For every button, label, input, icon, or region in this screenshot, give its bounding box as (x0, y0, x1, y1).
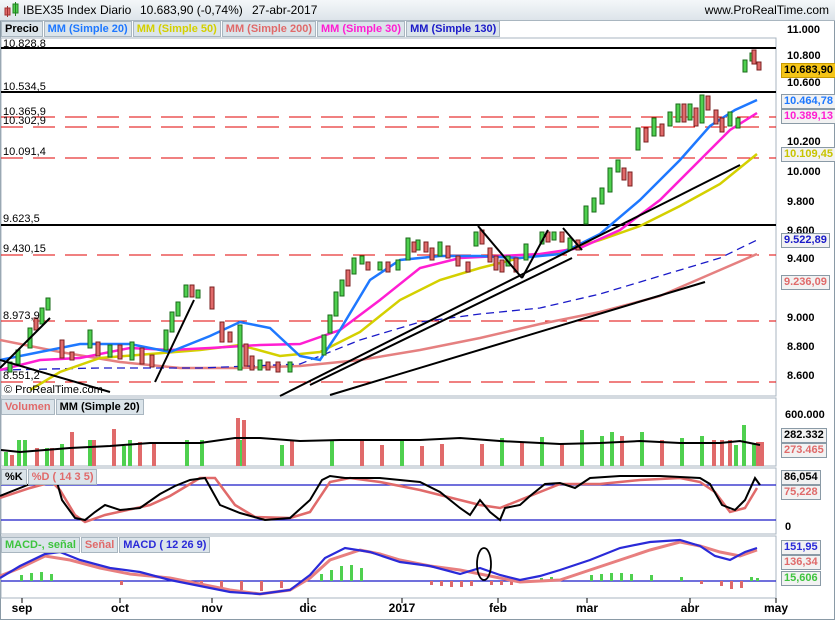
stoch-tag-k: 86,054 (781, 470, 821, 485)
volume-y-axis: 600.000 (785, 409, 825, 421)
level-label: 10.302,9 (3, 115, 46, 127)
legend-k[interactable]: %K (1, 469, 27, 485)
legend-volume-mm20[interactable]: MM (Simple 20) (55, 399, 144, 415)
candlestick-icon (4, 2, 19, 17)
legend-mm50[interactable]: MM (Simple 50) (132, 21, 221, 37)
macd-lines (0, 538, 776, 596)
x-label-feb: feb (489, 601, 507, 615)
macd-tag-signal: 136,34 (781, 555, 821, 570)
level-label: 10.828,8 (3, 38, 46, 50)
price-tag-mm50: 10.109,45 (781, 147, 835, 162)
x-label-oct: oct (111, 601, 129, 615)
legend-d[interactable]: %D ( 14 3 5) (27, 469, 98, 485)
trend-lines (0, 164, 741, 397)
svg-text:8.600: 8.600 (787, 370, 815, 382)
price-y-axis: 11.000 10.800 10.600 10.200 10.000 9.800… (787, 24, 821, 382)
svg-text:9.400: 9.400 (787, 253, 815, 265)
price-tag-mm30: 10.389,13 (781, 109, 835, 124)
mm20-line (0, 98, 758, 362)
stoch-legend: %K %D ( 14 3 5) (1, 469, 98, 485)
svg-text:10.200: 10.200 (787, 136, 821, 148)
volume-tag-mm20: 282.332 (781, 428, 827, 443)
svg-text:10.600: 10.600 (787, 77, 821, 89)
x-label-2017: 2017 (388, 601, 416, 615)
svg-text:10.800: 10.800 (787, 50, 821, 62)
price-candles (7, 49, 762, 373)
x-label-mar: mar (575, 601, 599, 615)
volume-bars (0, 418, 764, 466)
svg-text:10.000: 10.000 (787, 166, 821, 178)
svg-text:11.000: 11.000 (787, 24, 820, 36)
macd-tag-hist: 15,606 (781, 571, 821, 586)
x-axis-ticks (21, 598, 777, 603)
mm50-line (29, 153, 758, 392)
legend-macd-hist[interactable]: MACD-, señal (1, 537, 80, 553)
mm30-line (0, 111, 758, 372)
level-label: 9.623,5 (3, 213, 40, 225)
level-label: 10.534,5 (3, 81, 46, 93)
volume-legend: Volumen MM (Simple 20) (1, 399, 145, 415)
period: Diario (100, 3, 132, 17)
price-legend: Precio MM (Simple 20) MM (Simple 50) MM … (1, 21, 501, 37)
svg-text:8.800: 8.800 (787, 341, 815, 353)
legend-mm130[interactable]: MM (Simple 130) (406, 21, 501, 37)
price-tag-mm20: 10.464,78 (781, 94, 835, 109)
price-tag-close: 10.683,90 (781, 63, 835, 78)
site-link[interactable]: www.ProRealTime.com (704, 3, 829, 17)
volume-tag-volume: 273.465 (781, 443, 827, 458)
x-label-may: may (763, 601, 789, 615)
legend-signal[interactable]: Señal (80, 537, 119, 553)
level-label: 10.365,9 (3, 106, 46, 118)
level-label: 8.973,9 (3, 310, 40, 322)
price-tag-mm130: 9.522,89 (781, 233, 830, 248)
level-label: 10.091,4 (3, 146, 46, 158)
x-label-abr: abr (680, 601, 700, 615)
x-label-nov: nov (201, 601, 223, 615)
support-resistance-levels (1, 47, 776, 383)
price-tag-mm200: 9.236,09 (781, 275, 830, 290)
x-label-dic: dic (299, 601, 317, 615)
svg-text:9.000: 9.000 (787, 312, 815, 324)
copyright: © ProRealTime.com (4, 384, 103, 396)
legend-precio[interactable]: Precio (1, 21, 43, 37)
title-bar: IBEX35 Index Diario 10.683,90 (-0,74%) 2… (0, 0, 835, 21)
legend-macd[interactable]: MACD ( 12 26 9) (119, 537, 211, 553)
legend-mm30[interactable]: MM (Simple 30) (316, 21, 406, 37)
svg-text:0: 0 (785, 521, 791, 533)
price-change: 10.683,90 (-0,74%) (140, 3, 243, 17)
instrument-name: IBEX35 Index (23, 3, 97, 17)
svg-text:9.800: 9.800 (787, 196, 815, 208)
x-label-sep: sep (11, 601, 33, 615)
date: 27-abr-2017 (252, 3, 318, 17)
macd-legend: MACD-, señal Señal MACD ( 12 26 9) (1, 537, 211, 553)
level-label: 8.551,2 (3, 370, 40, 382)
annotation-ellipse (476, 547, 492, 581)
stochastic-lines (0, 473, 776, 524)
level-label: 9.430,15 (3, 243, 46, 255)
macd-tag-macd: 151,95 (781, 540, 821, 555)
volume-mm20-line (0, 436, 761, 454)
stoch-tag-d: 75,228 (781, 485, 821, 500)
legend-mm200[interactable]: MM (Simple 200) (221, 21, 316, 37)
legend-volumen[interactable]: Volumen (1, 399, 55, 415)
legend-mm20[interactable]: MM (Simple 20) (43, 21, 132, 37)
